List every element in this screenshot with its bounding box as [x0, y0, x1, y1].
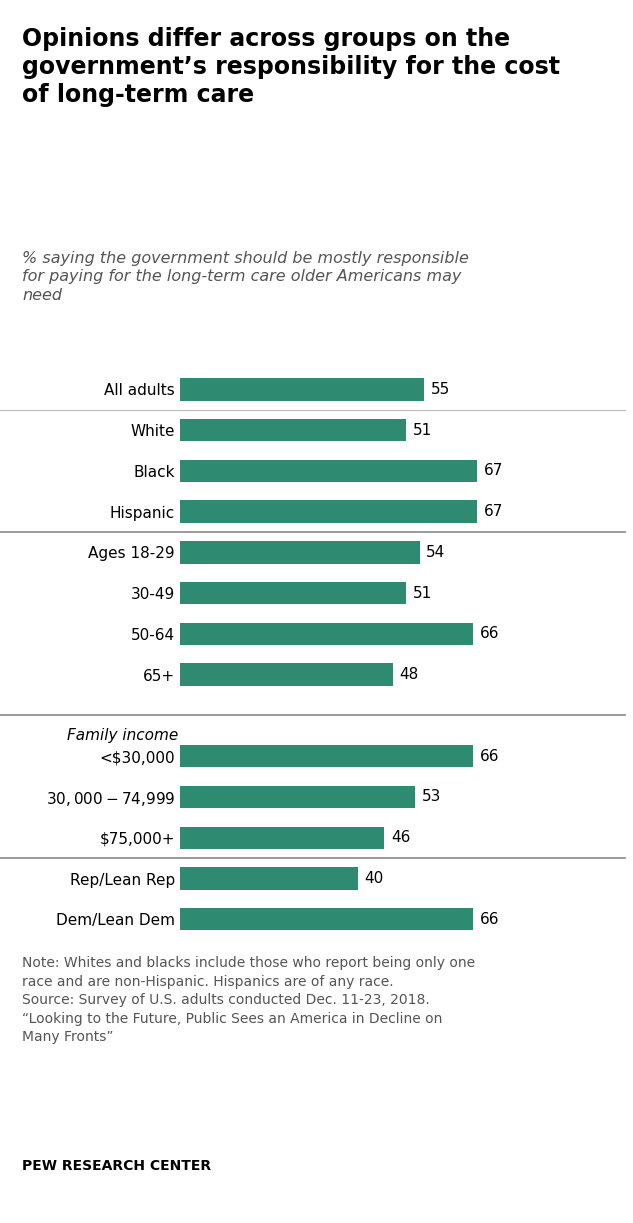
Text: 66: 66 [480, 748, 499, 763]
Bar [180, 541, 420, 564]
Text: 66: 66 [480, 626, 499, 641]
Text: 51: 51 [413, 586, 432, 600]
Text: 40: 40 [365, 871, 384, 885]
Text: 54: 54 [427, 545, 446, 560]
Bar [180, 745, 473, 768]
Bar [180, 582, 406, 604]
Text: Family income: Family income [67, 729, 179, 744]
Text: Opinions differ across groups on the
government’s responsibility for the cost
of: Opinions differ across groups on the gov… [22, 27, 560, 106]
Bar [180, 378, 424, 401]
Text: 67: 67 [484, 504, 503, 519]
Bar [180, 500, 477, 523]
Text: Note: Whites and blacks include those who report being only one
race and are non: Note: Whites and blacks include those wh… [22, 956, 475, 1044]
Bar [180, 785, 415, 808]
Bar [180, 907, 473, 931]
Text: PEW RESEARCH CENTER: PEW RESEARCH CENTER [22, 1159, 211, 1173]
Bar [180, 623, 473, 645]
Text: 53: 53 [422, 790, 441, 805]
Text: 48: 48 [400, 668, 419, 682]
Text: 55: 55 [430, 382, 450, 396]
Text: 66: 66 [480, 912, 499, 927]
Text: % saying the government should be mostly responsible
for paying for the long-ter: % saying the government should be mostly… [22, 251, 469, 303]
Text: 51: 51 [413, 423, 432, 438]
Bar [180, 460, 477, 482]
Bar [180, 827, 384, 849]
Text: 67: 67 [484, 464, 503, 478]
Text: 46: 46 [391, 830, 410, 845]
Bar [180, 418, 406, 442]
Bar [180, 663, 393, 686]
Bar [180, 867, 358, 890]
